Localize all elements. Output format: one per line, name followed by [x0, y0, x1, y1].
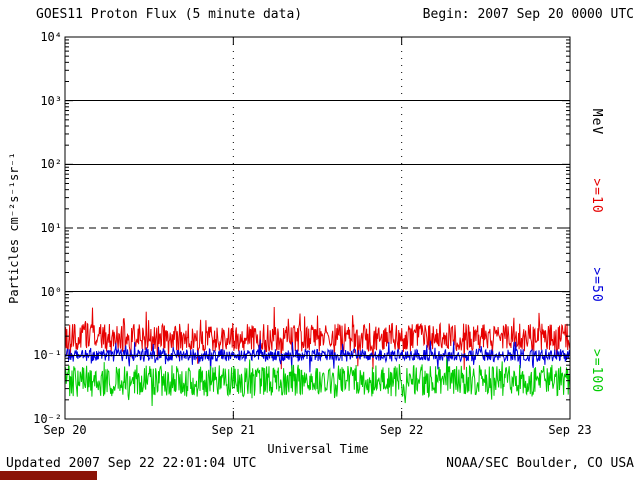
y-tick-label: 10³: [40, 93, 62, 108]
bottom-decoration-strip: [0, 471, 97, 480]
right-axis-label-10: >=10: [589, 178, 604, 214]
x-tick-label: Sep 20: [43, 423, 87, 437]
begin-timestamp: Begin: 2007 Sep 20 0000 UTC: [422, 7, 634, 22]
updated-timestamp: Updated 2007 Sep 22 22:01:04 UTC: [6, 456, 257, 471]
x-tick-label: Sep 22: [379, 423, 424, 437]
x-axis-label: Universal Time: [267, 442, 369, 456]
y-tick-label: 10²: [40, 157, 62, 172]
flux-trace-ge100: [64, 358, 571, 407]
y-tick-label: 10⁻²: [33, 412, 62, 426]
plot-frame: [64, 36, 571, 420]
y-tick-label: 10⁴: [40, 30, 62, 44]
x-tick-label: Sep 23: [548, 423, 592, 437]
flux-trace-ge50: [64, 339, 571, 374]
y-tick-label: 10⁻¹: [33, 348, 62, 363]
right-axis-label-mev: MeV: [589, 108, 604, 136]
right-axis-label-100: >=100: [589, 348, 604, 394]
source-attribution: NOAA/SEC Boulder, CO USA: [446, 456, 634, 471]
y-tick-label: 10⁰: [40, 284, 62, 299]
x-tick-label: Sep 21: [211, 423, 255, 437]
right-axis-label-50: >=50: [589, 267, 604, 303]
chart-title: GOES11 Proton Flux (5 minute data): [36, 7, 303, 22]
flux-trace-ge10: [64, 306, 571, 370]
y-tick-label: 10¹: [40, 221, 62, 235]
